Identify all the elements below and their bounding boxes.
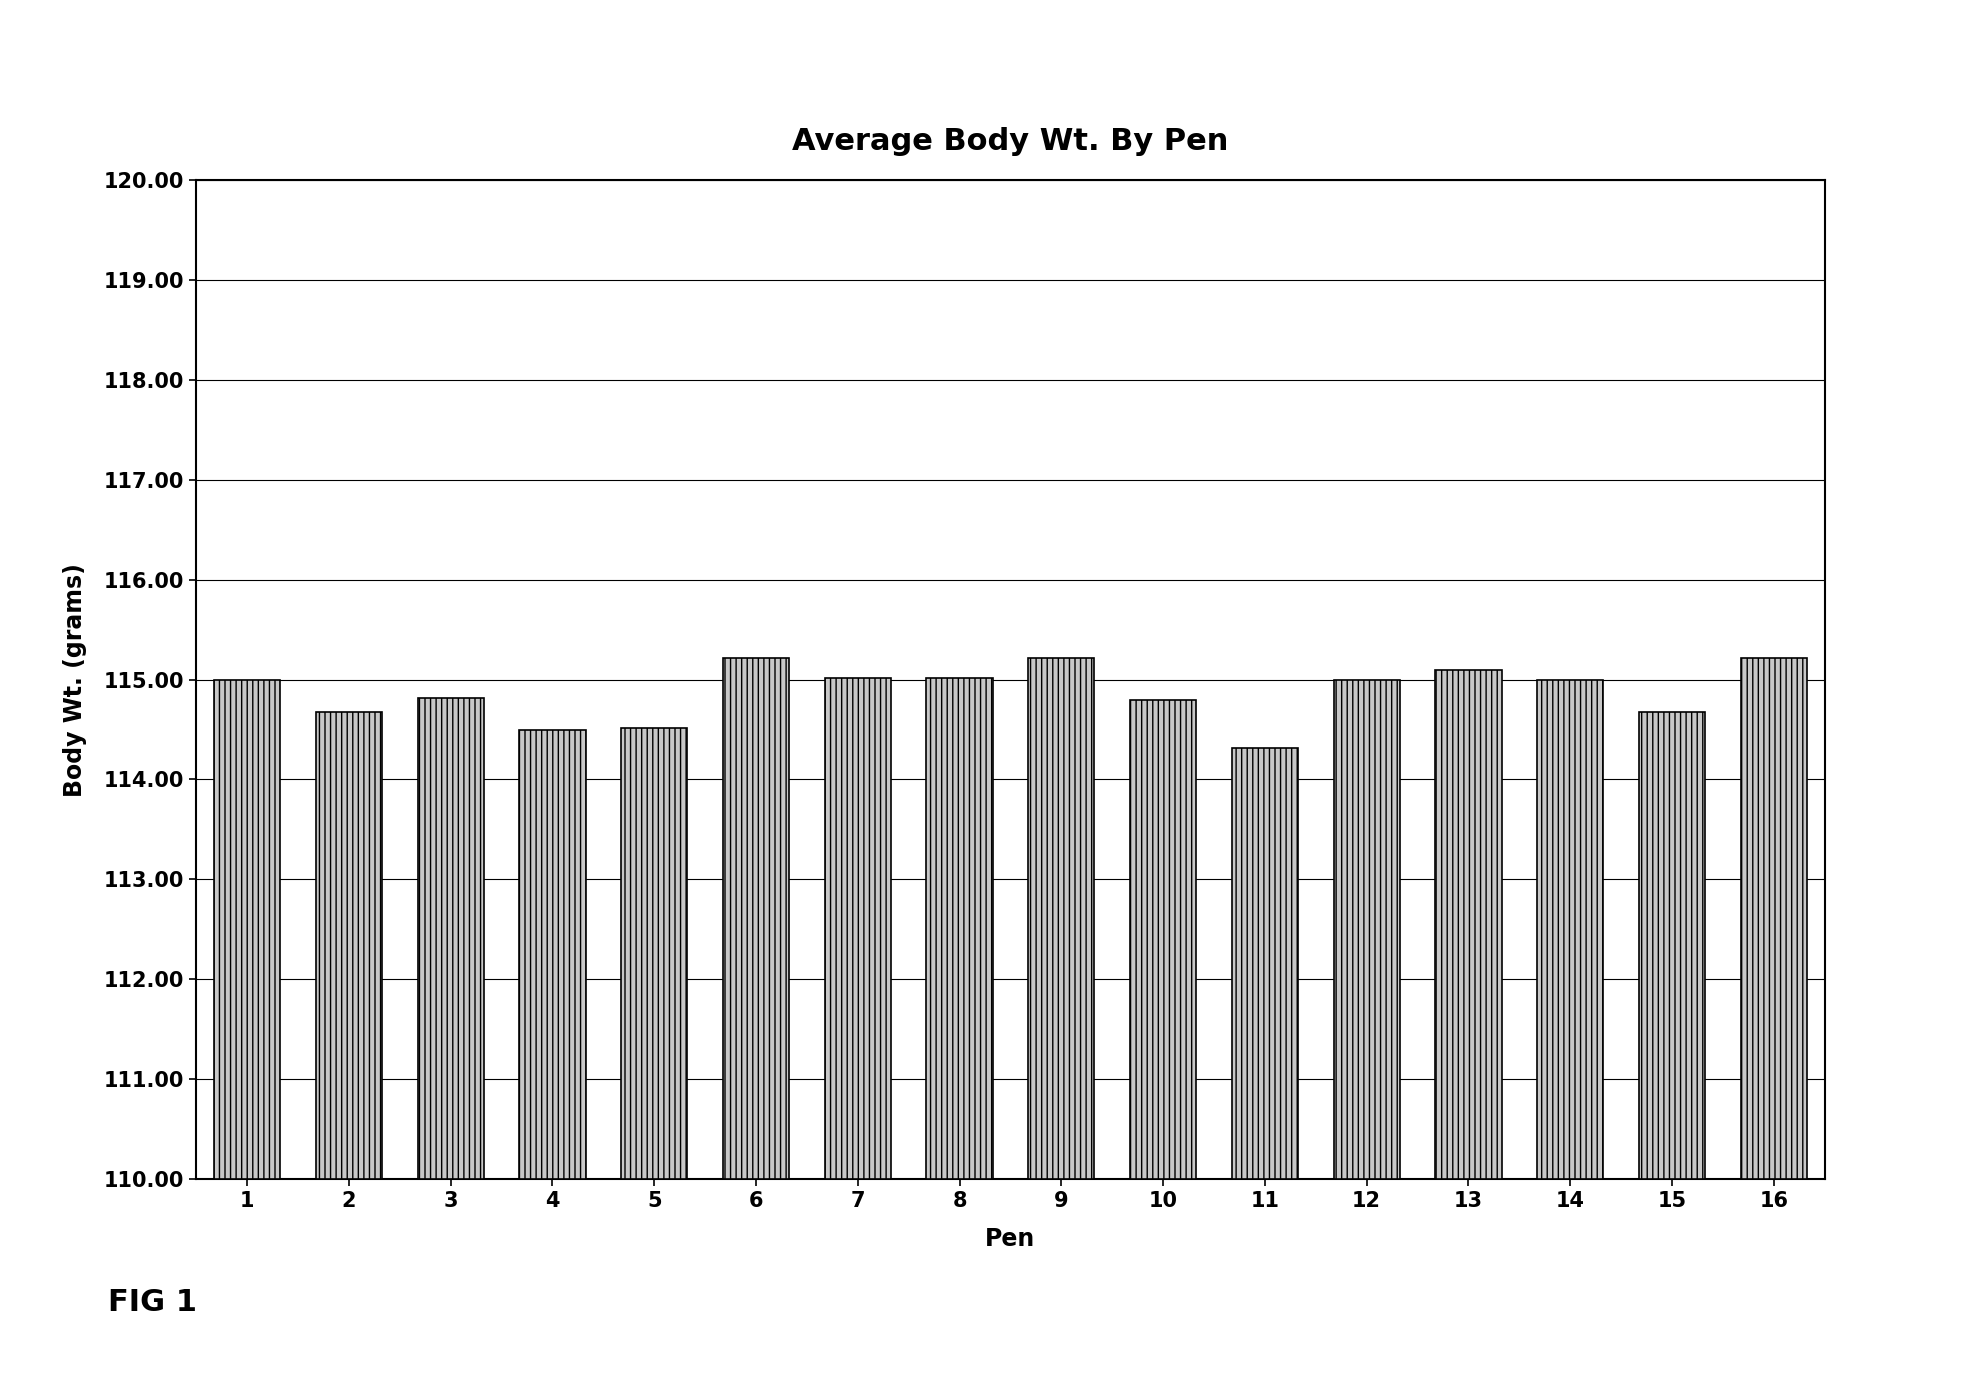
Bar bbox=[1028, 657, 1095, 1179]
Bar bbox=[316, 712, 383, 1179]
Bar bbox=[214, 680, 281, 1179]
Bar bbox=[926, 678, 993, 1179]
Bar bbox=[824, 678, 891, 1179]
Bar bbox=[1232, 748, 1299, 1179]
Bar bbox=[418, 698, 485, 1179]
Bar bbox=[622, 728, 687, 1179]
Bar bbox=[1130, 699, 1197, 1179]
Bar bbox=[1334, 680, 1399, 1179]
Bar bbox=[722, 657, 789, 1179]
Title: Average Body Wt. By Pen: Average Body Wt. By Pen bbox=[793, 126, 1228, 155]
Bar bbox=[1740, 657, 1807, 1179]
Text: FIG 1: FIG 1 bbox=[108, 1287, 196, 1316]
Y-axis label: Body Wt. (grams): Body Wt. (grams) bbox=[63, 563, 86, 796]
X-axis label: Pen: Pen bbox=[985, 1227, 1036, 1251]
Bar bbox=[1536, 680, 1603, 1179]
Bar bbox=[1436, 670, 1501, 1179]
Bar bbox=[1638, 712, 1705, 1179]
Bar bbox=[520, 730, 585, 1179]
